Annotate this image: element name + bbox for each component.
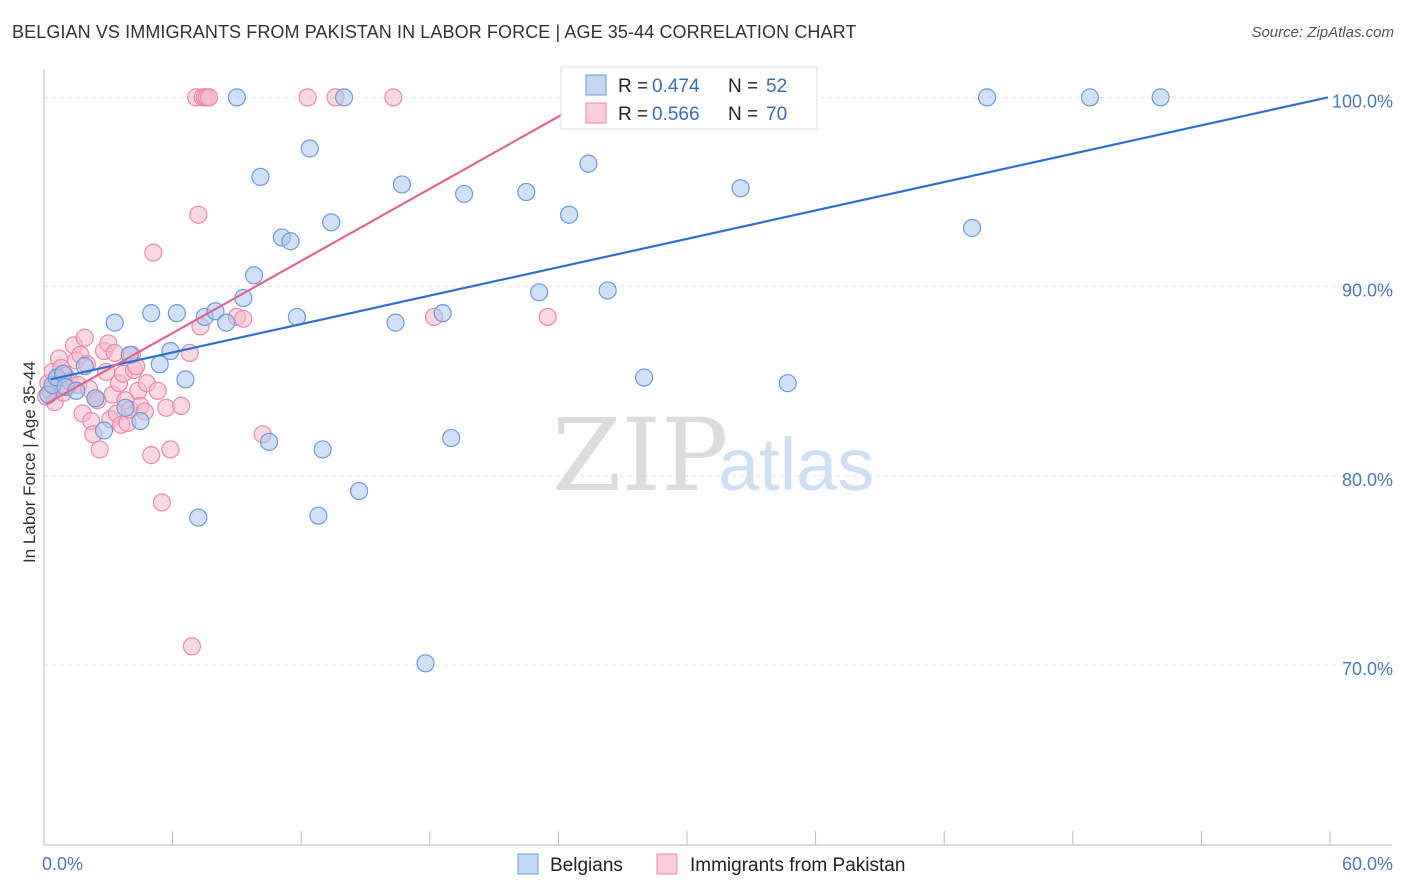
- pakistan-point: [199, 88, 219, 107]
- pakistan-trend-line: [45, 96, 594, 405]
- pakistan-point: [144, 243, 163, 262]
- belgians-point: [334, 88, 354, 107]
- pakistan-point: [189, 205, 208, 224]
- pakistan-point: [161, 440, 180, 459]
- belgians-point: [454, 184, 474, 204]
- y-tick-label: 70.0%: [1342, 659, 1393, 679]
- trend-lines: [45, 96, 1329, 405]
- belgians-trend-line: [50, 96, 1329, 381]
- pakistan-point: [152, 493, 171, 512]
- belgians-point: [530, 283, 549, 302]
- chart-title: BELGIAN VS IMMIGRANTS FROM PAKISTAN IN L…: [12, 22, 857, 42]
- belgians-point: [189, 508, 208, 527]
- chart-source: Source: ZipAtlas.com: [1251, 24, 1394, 41]
- series-pakistan-points: [37, 88, 810, 656]
- belgians-point: [142, 304, 161, 323]
- legend-n-value-belgians: 52: [766, 76, 787, 97]
- series-belgians-points: [39, 88, 1170, 673]
- legend-r-label-belgians: R =: [618, 76, 648, 97]
- belgians-point: [1151, 88, 1170, 107]
- belgians-point: [313, 440, 332, 459]
- pakistan-point: [148, 381, 167, 400]
- pakistan-point: [90, 440, 109, 459]
- belgians-point: [598, 281, 617, 300]
- belgians-point: [281, 232, 300, 251]
- belgians-point: [131, 411, 150, 431]
- watermark-atlas: atlas: [718, 423, 874, 506]
- watermark-zip: ZIP: [552, 397, 728, 514]
- belgians-point: [234, 288, 253, 308]
- legend-r-label-pakistan: R =: [618, 104, 648, 125]
- belgians-point: [244, 266, 264, 285]
- legend-swatch-belgians: [585, 74, 607, 96]
- belgians-point: [309, 506, 328, 525]
- bottom-legend-label-belgians: Belgians: [550, 855, 623, 876]
- x-tick-labels: 0.0% 60.0%: [42, 854, 1393, 874]
- axes: [43, 69, 1392, 846]
- belgians-point: [227, 88, 246, 107]
- belgians-point: [167, 304, 186, 323]
- belgians-point: [977, 88, 997, 107]
- belgians-point: [442, 428, 461, 448]
- pakistan-point: [75, 328, 94, 347]
- belgians-point: [116, 398, 135, 417]
- legend-n-label-pakistan: N =: [728, 104, 758, 125]
- grid-lines: [44, 96, 1392, 666]
- belgians-point: [386, 313, 405, 332]
- belgians-point: [962, 218, 982, 238]
- belgians-point: [94, 421, 114, 440]
- belgians-point: [1080, 88, 1100, 107]
- belgians-point: [176, 370, 195, 389]
- belgians-point: [217, 313, 236, 332]
- belgians-point: [322, 213, 341, 232]
- y-tick-labels: 100.0% 90.0% 80.0% 70.0%: [1332, 91, 1393, 679]
- pakistan-point: [105, 343, 124, 363]
- pakistan-point: [182, 637, 201, 656]
- legend-r-value-pakistan: 0.566: [652, 104, 700, 125]
- x-tick-label: 60.0%: [1342, 854, 1393, 874]
- legend-swatch-pakistan: [585, 102, 607, 124]
- legend-n-label-belgians: N =: [728, 76, 758, 97]
- watermark: ZIP atlas: [552, 397, 874, 514]
- y-tick-label: 100.0%: [1332, 91, 1393, 111]
- pakistan-point: [234, 309, 253, 328]
- pakistan-point: [142, 446, 161, 465]
- x-tick-label: 0.0%: [42, 854, 83, 874]
- belgians-point: [635, 368, 654, 387]
- belgians-point: [259, 432, 279, 451]
- bottom-legend-label-pakistan: Immigrants from Pakistan: [690, 855, 905, 876]
- pakistan-point: [172, 396, 191, 415]
- belgians-point: [416, 654, 435, 673]
- y-tick-label: 90.0%: [1342, 281, 1393, 301]
- belgians-point: [105, 313, 124, 332]
- belgians-point: [392, 175, 412, 194]
- belgians-point: [251, 167, 270, 186]
- pakistan-point: [298, 88, 317, 107]
- pakistan-point: [538, 307, 557, 327]
- stats-legend: R = 0.474 N = 52 R = 0.566 N = 70: [560, 66, 818, 130]
- pakistan-point: [384, 88, 403, 107]
- belgians-point: [300, 139, 319, 158]
- pakistan-point: [157, 398, 176, 417]
- belgians-point: [517, 182, 536, 202]
- belgians-point: [560, 205, 579, 224]
- y-axis-label: In Labor Force | Age 35-44: [20, 361, 39, 563]
- belgians-point: [86, 389, 105, 408]
- bottom-legend-swatch-pakistan: [656, 853, 678, 875]
- belgians-point: [731, 179, 750, 198]
- belgians-point: [349, 481, 369, 501]
- y-tick-label: 80.0%: [1342, 470, 1393, 490]
- legend-n-value-pakistan: 70: [766, 104, 787, 125]
- bottom-legend-swatch-belgians: [517, 853, 539, 875]
- series-legend: Belgians Immigrants from Pakistan: [517, 853, 905, 876]
- belgians-point: [579, 154, 598, 173]
- belgians-point: [433, 304, 452, 323]
- legend-r-value-belgians: 0.474: [652, 76, 700, 97]
- belgians-point: [778, 374, 797, 393]
